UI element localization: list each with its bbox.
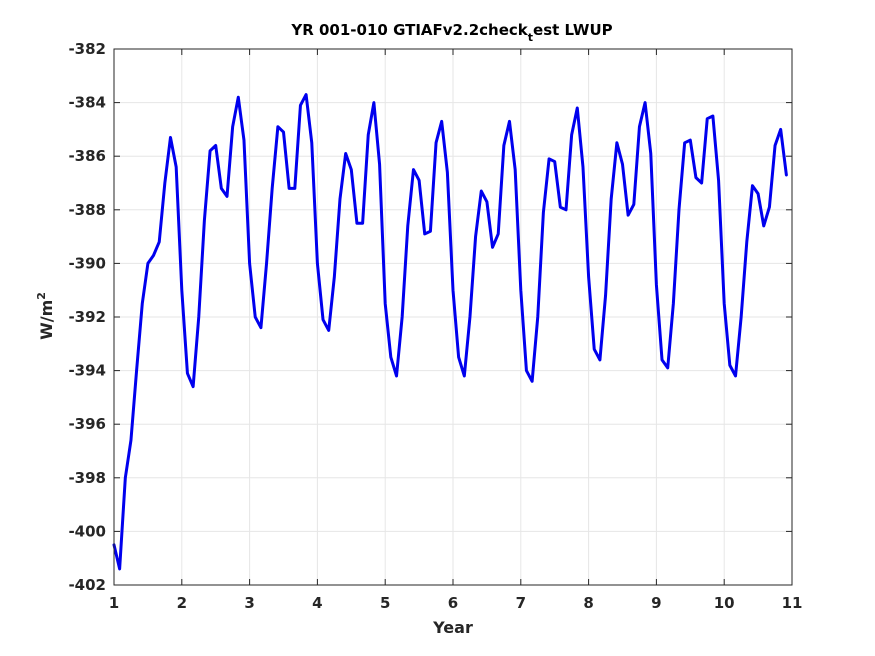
x-tick-label: 4 [312,594,322,612]
x-tick-label: 6 [448,594,458,612]
x-tick-label: 2 [177,594,187,612]
x-tick-label: 7 [516,594,526,612]
y-tick-label: -396 [68,415,106,433]
x-tick-label: 5 [380,594,390,612]
y-tick-label: -388 [68,201,106,219]
y-tick-label: -392 [68,308,106,326]
x-axis-label: Year [432,618,473,637]
y-tick-label: -384 [68,94,106,112]
y-tick-label: -386 [68,147,106,165]
y-tick-label: -382 [68,40,106,58]
x-tick-label: 1 [109,594,119,612]
y-tick-label: -390 [68,254,106,272]
y-tick-label: -394 [68,362,106,380]
y-tick-label: -400 [68,522,106,540]
y-axis-label: W/m2 [35,292,56,340]
x-tick-label: 10 [714,594,735,612]
chart-title: YR 001-010 GTIAFv2.2checktest LWUP [290,21,612,44]
series-layer [112,93,788,571]
x-tick-label: 3 [244,594,254,612]
x-tick-label: 9 [651,594,661,612]
y-tick-label: -398 [68,469,106,487]
y-tick-label: -402 [68,576,106,594]
x-tick-label: 8 [583,594,593,612]
ticks: 1 2 3 4 5 6 7 8 9 10 11 -382 -384 -386 -388 -390 -392 -39… [68,40,802,612]
x-tick-label: 11 [782,594,803,612]
series-line [112,93,788,571]
